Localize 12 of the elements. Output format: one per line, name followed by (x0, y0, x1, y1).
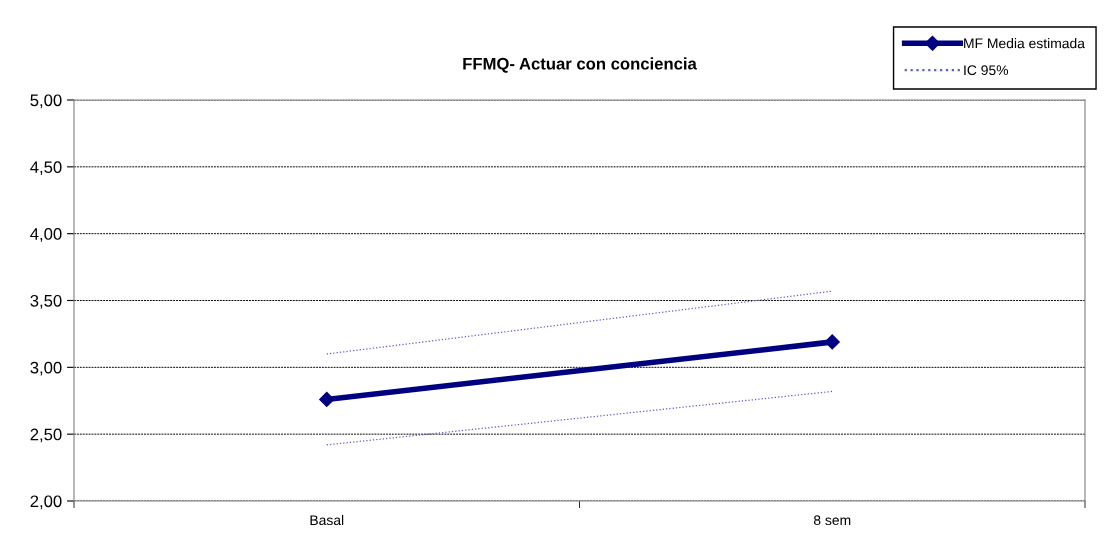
x-tick-label: Basal (310, 514, 344, 526)
legend-label: IC 95% (964, 65, 1009, 76)
legend-label: MF Media estimada (964, 38, 1085, 49)
y-tick-label: 4,00 (30, 228, 62, 242)
chart-title: FFMQ- Actuar con conciencia (463, 57, 697, 73)
y-tick-label: 3,00 (30, 361, 62, 376)
y-tick-label: 5,00 (30, 94, 62, 109)
x-tick-label: 8 sem (813, 515, 851, 526)
y-tick-label: 2,50 (30, 428, 62, 443)
y-tick-label: 3,50 (30, 294, 62, 309)
y-tick-label: 4,50 (30, 161, 62, 176)
y-tick-label: 2,00 (30, 495, 62, 510)
